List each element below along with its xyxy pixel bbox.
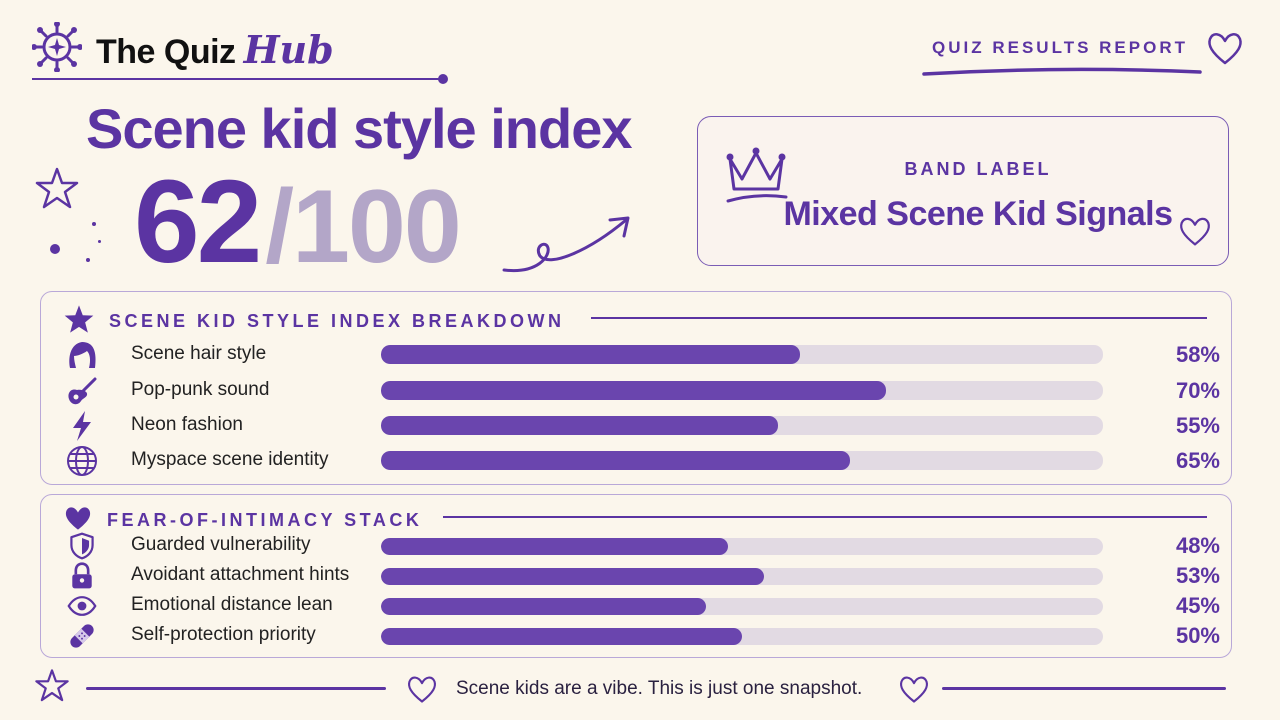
- percent-value: 55%: [1175, 413, 1220, 438]
- guitar-icon: [65, 374, 99, 408]
- section-divider: [443, 516, 1207, 518]
- heart-outline-icon: [1178, 215, 1212, 251]
- band-value: Mixed Scene Kid Signals: [783, 195, 1173, 233]
- progress-fill: [381, 598, 706, 615]
- globe-icon: [65, 444, 99, 478]
- band-label: BAND LABEL: [904, 159, 1052, 179]
- percent-value: 70%: [1175, 378, 1220, 403]
- intimacy-row-attachment: Avoidant attachment hints 53%: [65, 559, 1220, 593]
- breakdown-label: Myspace scene identity: [131, 449, 329, 470]
- lock-icon: [65, 559, 99, 593]
- percent-value: 53%: [1175, 563, 1220, 588]
- brand: The Quiz Hub: [31, 21, 334, 76]
- intimacy-label: Self-protection priority: [131, 624, 316, 645]
- bandage-icon: [65, 619, 99, 653]
- report-underline: [922, 67, 1202, 76]
- dot-doodle: [50, 244, 60, 254]
- progress-fill: [381, 568, 764, 585]
- progress-fill: [381, 538, 728, 555]
- star-outline-icon: [34, 166, 80, 216]
- percent-value: 58%: [1175, 342, 1220, 367]
- progress-bar: [381, 568, 1103, 585]
- breakdown-label: Scene hair style: [131, 343, 267, 364]
- percent-value: 50%: [1175, 623, 1220, 648]
- breakdown-label: Pop-punk sound: [131, 379, 270, 400]
- progress-bar: [381, 628, 1103, 645]
- progress-fill: [381, 451, 851, 470]
- progress-bar: [381, 538, 1103, 555]
- band-card: BAND LABEL Mixed Scene Kid Signals: [697, 116, 1229, 266]
- progress-bar: [381, 451, 1103, 470]
- breakdown-row-sound: Pop-punk sound 70%: [65, 374, 1220, 408]
- score-value: 62: [134, 156, 262, 288]
- intimacy-panel: FEAR-OF-INTIMACY STACK Guarded vulnerabi…: [40, 494, 1232, 658]
- heart-outline-icon: [406, 674, 438, 708]
- heart-outline-icon: [1206, 30, 1244, 70]
- report-label: QUIZ RESULTS REPORT: [932, 38, 1188, 57]
- progress-fill: [381, 381, 887, 400]
- dot-doodle: [98, 240, 101, 243]
- brand-accent: Hub: [243, 26, 334, 72]
- progress-bar: [381, 416, 1103, 435]
- intimacy-row-vulnerability: Guarded vulnerability 48%: [65, 529, 1220, 563]
- shield-icon: [65, 529, 99, 563]
- breakdown-panel: SCENE KID STYLE INDEX BREAKDOWN Scene ha…: [40, 291, 1232, 485]
- arrow-doodle-icon: [498, 208, 638, 282]
- breakdown-row-hair: Scene hair style 58%: [65, 338, 1220, 372]
- progress-bar: [381, 345, 1103, 364]
- breakdown-row-fashion: Neon fashion 55%: [65, 409, 1220, 443]
- heart-icon: [63, 504, 93, 536]
- breakdown-row-myspace: Myspace scene identity 65%: [65, 444, 1220, 478]
- footer-note: Scene kids are a vibe. This is just one …: [456, 678, 863, 699]
- progress-fill: [381, 345, 800, 364]
- dot-doodle: [92, 222, 96, 226]
- progress-fill: [381, 628, 742, 645]
- heart-outline-icon: [898, 674, 930, 708]
- intimacy-header: FEAR-OF-INTIMACY STACK: [63, 504, 422, 536]
- progress-bar: [381, 381, 1103, 400]
- breakdown-label: Neon fashion: [131, 414, 243, 435]
- breakdown-header: SCENE KID STYLE INDEX BREAKDOWN: [63, 304, 565, 338]
- percent-value: 45%: [1175, 593, 1220, 618]
- percent-value: 48%: [1175, 533, 1220, 558]
- progress-fill: [381, 416, 779, 435]
- brand-underline: [32, 78, 440, 80]
- lightning-icon: [65, 409, 99, 443]
- star-outline-icon: [34, 668, 70, 708]
- eye-icon: [65, 589, 99, 623]
- section-divider: [591, 317, 1207, 319]
- intimacy-label: Guarded vulnerability: [131, 534, 311, 555]
- crown-icon: [724, 143, 788, 209]
- footer-divider-right: [942, 687, 1226, 690]
- dot-doodle: [86, 258, 90, 262]
- intimacy-label: Emotional distance lean: [131, 594, 333, 615]
- brand-underline-dot: [438, 74, 448, 84]
- score: 62/100: [134, 154, 462, 290]
- compass-star-icon: [31, 21, 83, 76]
- percent-value: 65%: [1175, 448, 1220, 473]
- footer-divider-left: [86, 687, 386, 690]
- score-max: /100: [265, 169, 461, 285]
- progress-bar: [381, 598, 1103, 615]
- intimacy-row-protection: Self-protection priority 50%: [65, 619, 1220, 653]
- intimacy-label: Avoidant attachment hints: [131, 564, 350, 585]
- brand-name: The Quiz: [96, 32, 236, 71]
- page-title: Scene kid style index: [86, 97, 632, 160]
- breakdown-title: SCENE KID STYLE INDEX BREAKDOWN: [109, 310, 565, 331]
- star-icon: [63, 304, 95, 338]
- hair-icon: [65, 338, 99, 372]
- intimacy-row-distance: Emotional distance lean 45%: [65, 589, 1220, 623]
- intimacy-title: FEAR-OF-INTIMACY STACK: [107, 509, 423, 530]
